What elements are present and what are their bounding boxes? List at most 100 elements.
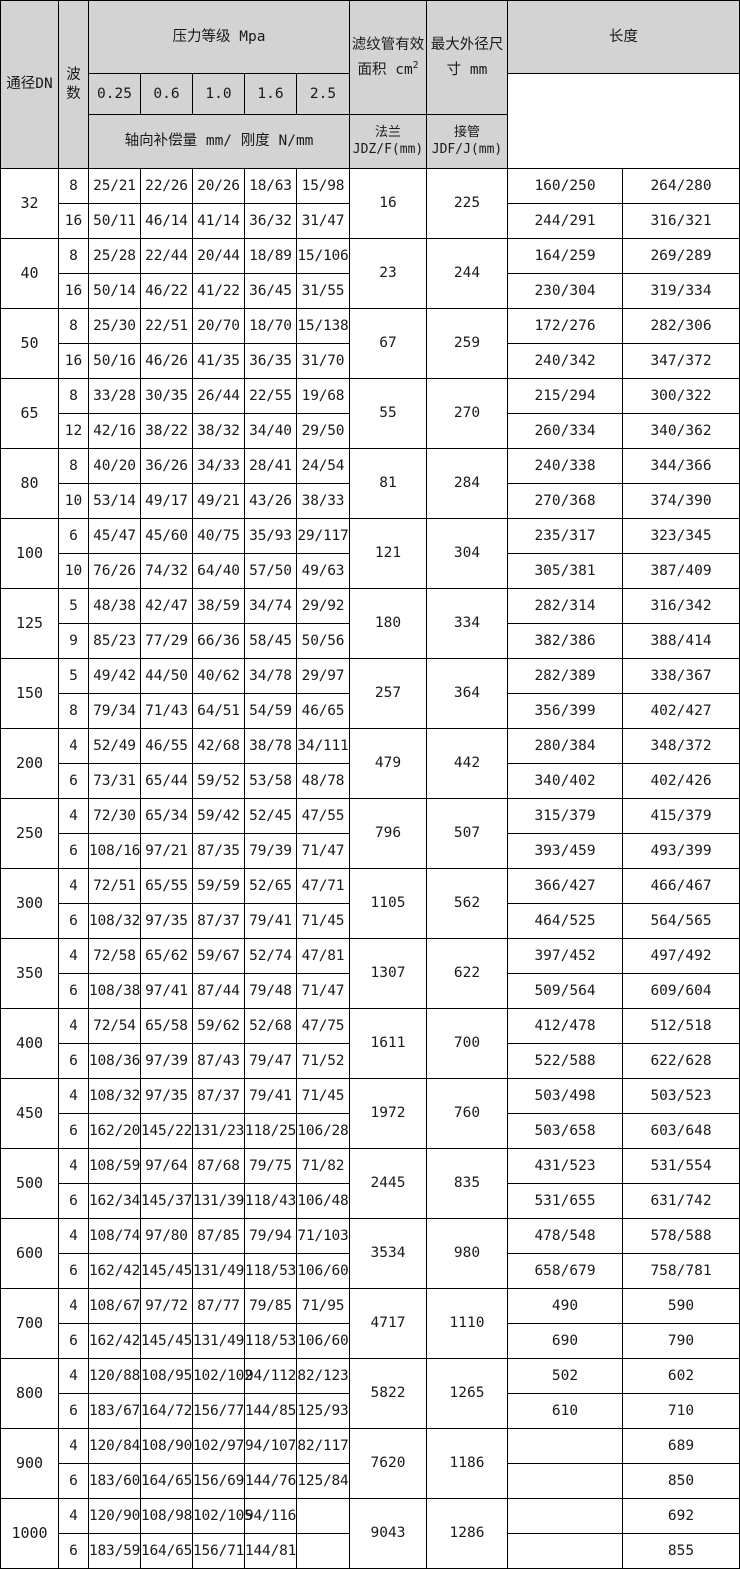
cell-compensation-stiffness: 87/85 [192, 1218, 245, 1254]
cell-compensation-stiffness: 34/40 [244, 413, 297, 449]
cell-wave-count: 8 [58, 238, 89, 274]
cell-compensation-stiffness: 108/38 [88, 973, 141, 1009]
cell-compensation-stiffness: 108/90 [140, 1428, 193, 1464]
cell-pipe-length: 564/565 [622, 903, 740, 939]
cell-wave-count: 16 [58, 203, 89, 239]
cell-compensation-stiffness: 131/49 [192, 1323, 245, 1359]
cell-flange-length: 366/427 [507, 868, 624, 904]
cell-pipe-length: 387/409 [622, 553, 740, 589]
cell-compensation-stiffness [295, 1533, 351, 1569]
cell-wave-count: 6 [58, 518, 89, 554]
cell-effective-area: 67 [349, 308, 428, 379]
cell-compensation-stiffness: 20/26 [192, 168, 245, 204]
cell-pipe-length: 402/427 [622, 693, 740, 729]
cell-pipe-length: 790 [622, 1323, 740, 1359]
table-row: 16 50/16 46/26 41/35 36/35 31/70 240/342 347/37… [1, 343, 740, 379]
cell-effective-area: 16 [349, 168, 428, 239]
cell-wave-count: 6 [58, 1183, 89, 1219]
cell-effective-area: 2445 [349, 1148, 428, 1219]
cell-wave-count: 4 [58, 1148, 89, 1184]
cell-flange-length: 172/276 [507, 308, 624, 344]
cell-diameter-dn: 200 [0, 728, 59, 799]
cell-wave-count: 6 [58, 1113, 89, 1149]
cell-compensation-stiffness: 183/60 [88, 1463, 141, 1499]
cell-effective-area: 1611 [349, 1008, 428, 1079]
table-row: 350 4 72/58 65/62 59/67 52/74 47/81 1307 622 397/… [0, 938, 740, 1009]
cell-compensation-stiffness: 71/47 [295, 973, 351, 1009]
cell-wave-count: 4 [58, 1358, 89, 1394]
cell-flange-length [507, 1533, 624, 1569]
cell-compensation-stiffness: 82/123 [295, 1358, 351, 1394]
cell-compensation-stiffness: 82/117 [295, 1428, 351, 1464]
cell-flange-length: 282/314 [507, 588, 624, 624]
cell-compensation-stiffness: 97/21 [140, 833, 193, 869]
cell-wave-count: 4 [58, 728, 89, 764]
cell-compensation-stiffness: 71/103 [295, 1218, 351, 1254]
cell-compensation-stiffness: 106/28 [295, 1113, 351, 1149]
cell-compensation-stiffness: 40/62 [192, 658, 245, 694]
cell-diameter-dn: 400 [0, 1008, 59, 1079]
cell-max-outer-diameter: 442 [426, 728, 509, 799]
cell-compensation-stiffness: 120/84 [88, 1428, 141, 1464]
cell-compensation-stiffness: 41/35 [192, 343, 245, 379]
cell-compensation-stiffness: 77/29 [140, 623, 193, 659]
cell-compensation-stiffness: 49/42 [88, 658, 141, 694]
cell-pipe-length: 689 [622, 1428, 740, 1464]
cell-compensation-stiffness: 97/39 [140, 1043, 193, 1079]
cell-flange-length: 260/334 [507, 413, 624, 449]
cell-pipe-length: 466/467 [622, 868, 740, 904]
cell-flange-length: 240/342 [507, 343, 624, 379]
cell-diameter-dn: 40 [0, 238, 59, 309]
cell-compensation-stiffness: 59/67 [192, 938, 245, 974]
cell-flange-length: 610 [507, 1393, 624, 1429]
cell-compensation-stiffness: 45/60 [140, 518, 193, 554]
cell-compensation-stiffness: 144/81 [244, 1533, 297, 1569]
cell-compensation-stiffness: 49/63 [295, 553, 351, 589]
table-row: 65 8 33/28 30/35 26/44 22/55 19/68 55 270 215/294… [0, 378, 740, 449]
cell-compensation-stiffness: 79/41 [244, 903, 297, 939]
cell-compensation-stiffness: 71/45 [295, 903, 351, 939]
cell-compensation-stiffness: 49/21 [192, 483, 245, 519]
cell-compensation-stiffness: 59/59 [192, 868, 245, 904]
table-row: 500 4 108/59 97/64 87/68 79/75 71/82 2445 835 431… [0, 1148, 740, 1219]
header-diameter-dn: 通径DN [0, 0, 59, 169]
header-pressure-group: 压力等级 Mpa [87, 0, 351, 74]
cell-compensation-stiffness: 72/30 [88, 798, 141, 834]
cell-compensation-stiffness: 162/42 [88, 1323, 141, 1359]
cell-compensation-stiffness: 57/50 [244, 553, 297, 589]
cell-wave-count: 4 [58, 1428, 89, 1464]
cell-compensation-stiffness: 156/77 [192, 1393, 245, 1429]
cell-pipe-length: 622/628 [622, 1043, 740, 1079]
cell-compensation-stiffness: 15/98 [295, 168, 351, 204]
cell-pipe-length: 603/648 [622, 1113, 740, 1149]
cell-wave-count: 8 [58, 308, 89, 344]
cell-compensation-stiffness: 52/49 [88, 728, 141, 764]
cell-compensation-stiffness: 36/45 [244, 273, 297, 309]
cell-compensation-stiffness: 144/85 [244, 1393, 297, 1429]
cell-effective-area: 81 [349, 448, 428, 519]
cell-compensation-stiffness: 87/68 [192, 1148, 245, 1184]
cell-compensation-stiffness: 125/93 [295, 1393, 351, 1429]
cell-flange-length: 382/386 [507, 623, 624, 659]
cell-pipe-length: 855 [622, 1533, 740, 1569]
cell-diameter-dn: 50 [0, 308, 59, 379]
cell-compensation-stiffness: 22/51 [140, 308, 193, 344]
cell-compensation-stiffness: 47/75 [295, 1008, 351, 1044]
cell-pipe-length: 347/372 [622, 343, 740, 379]
cell-compensation-stiffness: 102/105 [192, 1498, 253, 1534]
cell-wave-count: 6 [58, 973, 89, 1009]
table-row: 6 162/20 145/22 131/23 118/25 106/28 503/658 60… [1, 1113, 740, 1149]
cell-diameter-dn: 1000 [0, 1498, 59, 1569]
cell-max-outer-diameter: 622 [426, 938, 509, 1009]
cell-wave-count: 8 [58, 693, 89, 729]
cell-compensation-stiffness: 118/53 [244, 1253, 297, 1289]
cell-wave-count: 16 [58, 273, 89, 309]
cell-pipe-length: 264/280 [622, 168, 740, 204]
cell-flange-length: 244/291 [507, 203, 624, 239]
cell-wave-count: 8 [58, 448, 89, 484]
cell-compensation-stiffness: 25/21 [88, 168, 141, 204]
cell-wave-count: 9 [58, 623, 89, 659]
cell-compensation-stiffness: 47/81 [295, 938, 351, 974]
cell-diameter-dn: 600 [0, 1218, 59, 1289]
cell-effective-area: 5822 [349, 1358, 428, 1429]
